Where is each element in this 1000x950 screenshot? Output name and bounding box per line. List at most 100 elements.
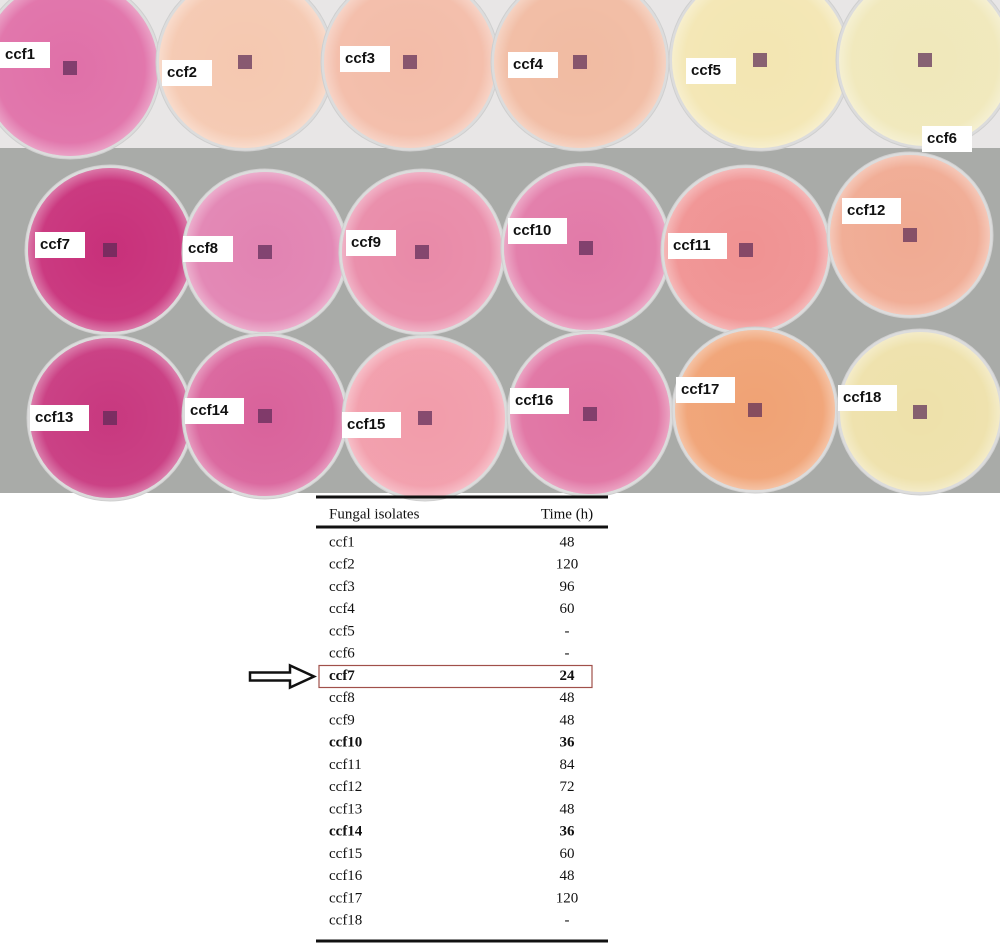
arrow — [248, 663, 318, 690]
label-box — [183, 236, 233, 262]
plate-shade — [159, 0, 331, 148]
header-cell: Fungal isolates — [329, 506, 420, 522]
plate-shade — [839, 0, 1000, 146]
plate-label: ccf13 — [35, 409, 73, 426]
time-cell: 48 — [560, 801, 575, 817]
agar-plug — [415, 245, 429, 259]
isolate-cell: ccf4 — [329, 601, 355, 617]
plate-label: ccf11 — [673, 237, 711, 254]
label-box — [162, 60, 212, 86]
time-cell: - — [565, 646, 570, 662]
isolate-cell: ccf6 — [329, 646, 355, 662]
agar-plug — [918, 53, 932, 67]
label-box — [510, 388, 569, 414]
label-box — [30, 405, 89, 431]
label-box — [668, 233, 727, 259]
isolate-cell: ccf12 — [329, 779, 362, 795]
plate-label: ccf15 — [347, 416, 385, 433]
isolate-cell: ccf17 — [329, 890, 363, 906]
isolate-cell: ccf7 — [329, 668, 355, 684]
isolate-cell: ccf8 — [329, 690, 355, 706]
plate-label: ccf7 — [40, 236, 70, 253]
plate-label: ccf17 — [681, 381, 719, 398]
agar-plug — [739, 243, 753, 257]
time-cell: 72 — [560, 779, 575, 795]
time-cell: 120 — [556, 557, 579, 573]
plate-label: ccf2 — [167, 64, 197, 81]
agar-plug — [583, 407, 597, 421]
isolate-cell: ccf11 — [329, 757, 362, 773]
header-cell: Time (h) — [541, 506, 593, 522]
agar-plug — [418, 411, 432, 425]
plate-label: ccf1 — [5, 46, 35, 63]
plate-label: ccf4 — [513, 56, 544, 73]
table: Fungal isolates Time (h) ccf1 48 ccf2 120 cc… — [248, 495, 608, 943]
label-box — [842, 198, 901, 224]
plate-shade — [494, 0, 666, 148]
label-box — [0, 42, 50, 68]
time-cell: 60 — [560, 601, 575, 617]
highlight-box — [318, 664, 593, 689]
agar-plug — [753, 53, 767, 67]
agar-plug — [903, 228, 917, 242]
agar-plug — [63, 61, 77, 75]
agar-plug — [258, 409, 272, 423]
label-box — [346, 230, 396, 256]
agar-plug — [258, 245, 272, 259]
agar-plug — [103, 243, 117, 257]
label-box — [922, 126, 972, 152]
time-cell: 120 — [556, 890, 579, 906]
isolate-cell: ccf10 — [329, 735, 362, 751]
agar-plug — [103, 411, 117, 425]
time-cell: 48 — [560, 712, 575, 728]
agar-plug — [579, 241, 593, 255]
label-box — [508, 52, 558, 78]
label-box — [508, 218, 567, 244]
plate-label: ccf8 — [188, 240, 218, 257]
agar-plug — [403, 55, 417, 69]
time-cell: 60 — [560, 846, 575, 862]
time-cell: - — [565, 913, 570, 929]
plate-label: ccf12 — [847, 202, 885, 219]
plate-shade — [0, 0, 158, 156]
label-box — [35, 232, 85, 258]
agar-plug — [913, 405, 927, 419]
time-cell: 84 — [560, 757, 576, 773]
label-box — [676, 377, 735, 403]
isolate-cell: ccf2 — [329, 557, 355, 573]
label-box — [185, 398, 244, 424]
plate-shade — [672, 0, 848, 148]
time-cell: 48 — [560, 868, 575, 884]
time-cell: - — [565, 623, 570, 639]
plate-label: ccf14 — [190, 402, 229, 419]
time-cell: 48 — [560, 690, 575, 706]
plate-label: ccf3 — [345, 50, 375, 67]
plate-label: ccf16 — [515, 392, 553, 409]
label-box — [342, 412, 401, 438]
plate-label: ccf10 — [513, 222, 551, 239]
time-cell: 96 — [560, 579, 576, 595]
isolate-cell: ccf1 — [329, 534, 355, 550]
plate-shade — [324, 0, 496, 148]
isolate-cell: ccf5 — [329, 623, 355, 639]
plate-label: ccf9 — [351, 234, 381, 251]
label-box — [838, 385, 897, 411]
time-cell: 48 — [560, 534, 575, 550]
plates: ccf1 ccf2 ccf3 ccf4 ccf5 ccf6 ccf7 ccf8 ccf9 ccf1… — [0, 0, 1000, 502]
agar-plug — [573, 55, 587, 69]
plate-label: ccf18 — [843, 389, 881, 406]
label-box — [340, 46, 390, 72]
agar-plug — [238, 55, 252, 69]
time-cell: 36 — [560, 735, 576, 751]
plate-label: ccf5 — [691, 62, 721, 79]
time-cell: 36 — [560, 824, 576, 840]
isolate-cell: ccf18 — [329, 913, 362, 929]
label-box — [686, 58, 736, 84]
isolate-cell: ccf15 — [329, 846, 362, 862]
agar-plug — [748, 403, 762, 417]
time-cell: 24 — [560, 668, 576, 684]
isolate-cell: ccf9 — [329, 712, 355, 728]
isolate-cell: ccf14 — [329, 824, 363, 840]
